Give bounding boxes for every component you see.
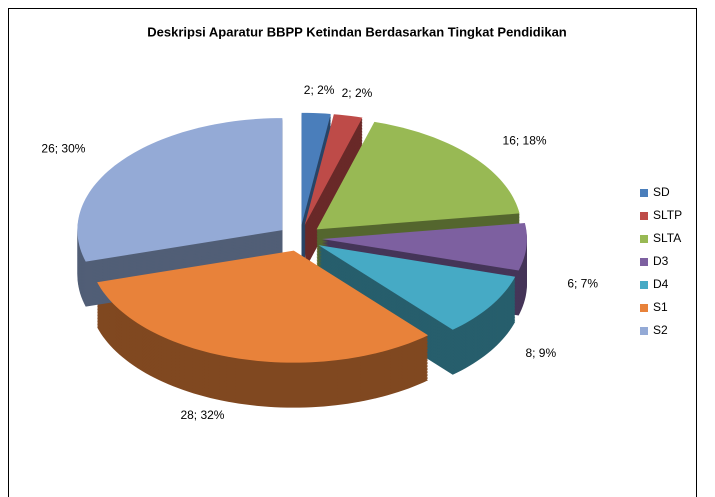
slice [321, 223, 527, 271]
chart-title: Deskripsi Aparatur BBPP Ketindan Berdasa… [147, 24, 567, 39]
legend-label: S1 [653, 300, 668, 314]
data-label: 2; 2% [342, 86, 373, 100]
legend-label: SLTP [653, 208, 682, 222]
legend-label: SD [653, 185, 670, 199]
data-label: 26; 30% [41, 142, 85, 156]
legend-swatch [640, 189, 648, 197]
slice [301, 112, 331, 225]
slice [77, 118, 283, 262]
legend-label: SLTA [653, 231, 681, 245]
data-label: 28; 32% [180, 408, 224, 422]
legend-swatch [640, 327, 648, 335]
legend-swatch [640, 258, 648, 266]
slice [304, 114, 363, 226]
legend-swatch [640, 281, 648, 289]
legend-label: D3 [653, 254, 669, 268]
data-label: 2; 2% [304, 83, 335, 97]
data-label: 16; 18% [503, 134, 547, 148]
legend-label: S2 [653, 323, 668, 337]
legend-swatch [640, 235, 648, 243]
slice [318, 245, 516, 330]
legend-swatch [640, 304, 648, 312]
slice [97, 250, 429, 363]
slice [316, 121, 520, 230]
data-label: 8; 9% [525, 346, 556, 360]
legend-label: D4 [653, 277, 669, 291]
data-label: 6; 7% [567, 277, 598, 291]
legend-swatch [640, 212, 648, 220]
